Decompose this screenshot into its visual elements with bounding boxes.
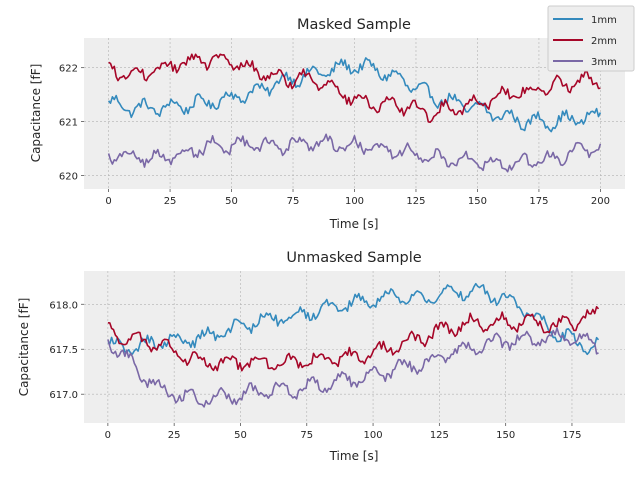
y-ticks: 620 621 622	[59, 64, 84, 183]
legend: 1mm 2mm 3mm	[547, 5, 635, 72]
chart-title: Masked Sample	[297, 17, 411, 33]
x-axis-label: Time [s]	[329, 449, 379, 463]
legend-label-3mm: 3mm	[591, 57, 617, 68]
x-tick-label: 175	[529, 196, 548, 207]
series-line-2mm	[107, 306, 600, 372]
series-line-2mm	[108, 53, 601, 123]
y-ticks: 617.0 617.5 618.0	[49, 300, 84, 401]
x-tick-label: 125	[430, 430, 449, 441]
series-line-3mm	[107, 133, 602, 173]
y-axis-label: Capacitance [fF]	[29, 64, 43, 163]
masked-sample-panel: 0 25 50 75 100 125 150 175 200 620 621 622 Masked …	[29, 17, 625, 231]
x-ticks: 0 25 50 75 100 125 150 175	[105, 423, 582, 441]
y-tick-label: 620	[59, 172, 78, 183]
series-lines	[107, 53, 602, 173]
x-tick-label: 125	[406, 196, 425, 207]
legend-label-2mm: 2mm	[591, 36, 617, 47]
chart-title: Unmasked Sample	[286, 250, 421, 266]
series-line-3mm	[107, 327, 599, 408]
x-tick-label: 150	[496, 430, 515, 441]
x-tick-label: 75	[300, 430, 313, 441]
x-tick-label: 175	[562, 430, 581, 441]
y-axis-label: Capacitance [fF]	[17, 298, 31, 397]
y-tick-label: 621	[59, 118, 78, 129]
legend-entry-1mm: 1mm	[553, 15, 617, 26]
y-tick-label: 617.0	[49, 390, 78, 401]
plot-area	[84, 271, 625, 423]
x-tick-label: 200	[591, 196, 610, 207]
x-tick-label: 25	[164, 196, 177, 207]
unmasked-sample-panel: 0 25 50 75 100 125 150 175 617.0 617.5 618.0 Unma…	[17, 250, 625, 463]
legend-label-1mm: 1mm	[591, 15, 617, 26]
x-axis-label: Time [s]	[329, 217, 379, 231]
y-tick-label: 622	[59, 64, 78, 75]
x-tick-label: 50	[234, 430, 247, 441]
x-tick-label: 25	[168, 430, 181, 441]
legend-entry-2mm: 2mm	[553, 36, 617, 47]
y-tick-label: 617.5	[49, 345, 78, 356]
x-ticks: 0 25 50 75 100 125 150 175 200	[105, 189, 610, 207]
legend-entry-3mm: 3mm	[553, 57, 617, 68]
series-line-1mm	[107, 282, 600, 356]
series-lines	[107, 282, 600, 408]
legend-box	[547, 5, 635, 72]
series-line-1mm	[107, 57, 602, 133]
x-tick-label: 0	[105, 196, 111, 207]
x-tick-label: 0	[105, 430, 111, 441]
x-tick-label: 75	[287, 196, 300, 207]
x-tick-label: 150	[468, 196, 487, 207]
y-tick-label: 618.0	[49, 300, 78, 311]
x-tick-label: 100	[345, 196, 364, 207]
x-tick-label: 50	[225, 196, 238, 207]
x-tick-label: 100	[364, 430, 383, 441]
